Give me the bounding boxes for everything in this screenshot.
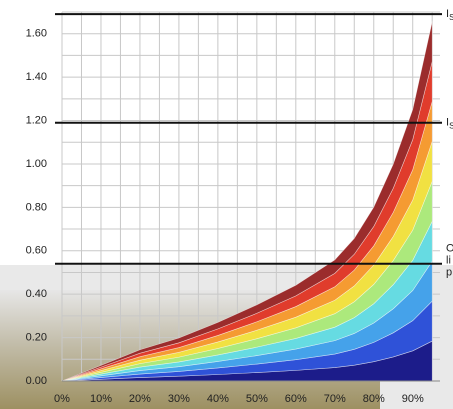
reference-label-sub: S [449, 122, 453, 131]
y-tick-label: 0.00 [26, 375, 47, 387]
reference-note: p [446, 267, 452, 279]
reference-label: IS [446, 117, 453, 131]
reference-note: li [446, 255, 451, 267]
x-tick-label: 40% [207, 393, 229, 405]
x-tick-label: 80% [363, 393, 385, 405]
reference-note: O [446, 243, 453, 255]
y-tick-label: 1.40 [26, 71, 47, 83]
x-tick-label: 60% [285, 393, 307, 405]
y-tick-label: 0.20 [26, 331, 47, 343]
y-tick-label: 1.20 [26, 114, 47, 126]
x-tick-label: 20% [129, 393, 151, 405]
reference-label: IS [446, 8, 453, 22]
x-tick-label: 90% [402, 393, 424, 405]
reference-label-sub: S [449, 13, 453, 22]
y-tick-label: 1.00 [26, 158, 47, 170]
y-tick-label: 0.80 [26, 201, 47, 213]
x-tick-label: 70% [324, 393, 346, 405]
y-tick-label: 1.60 [26, 28, 47, 40]
x-tick-label: 30% [168, 393, 190, 405]
y-tick-label: 0.40 [26, 288, 47, 300]
x-tick-label: 0% [54, 393, 70, 405]
chart: 0.00 0.20 0.40 0.60 0.80 1.00 1.20 1.40 1.60 0% 10… [0, 0, 453, 409]
x-tick-label: 50% [246, 393, 268, 405]
y-tick-label: 0.60 [26, 245, 47, 257]
x-tick-label: 10% [90, 393, 112, 405]
